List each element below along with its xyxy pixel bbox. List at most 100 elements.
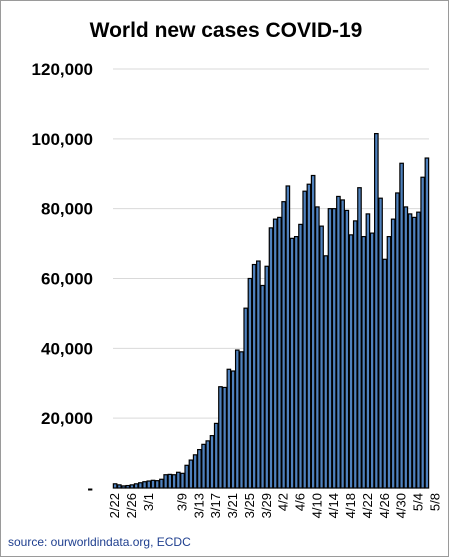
bar: [192, 454, 198, 489]
x-tick-label: 4/10: [309, 493, 324, 518]
bar: [327, 208, 333, 489]
x-tick-label: 3/1: [141, 493, 156, 511]
bar: [197, 448, 202, 489]
bar: [230, 370, 236, 489]
bar: [205, 440, 211, 489]
bar: [138, 482, 143, 489]
bar: [243, 307, 249, 489]
x-axis-ticks: 2/22 2/26 3/1 3/9 3/13 3/17 3/21 3/25 3/29 4/2 4/6…: [107, 493, 442, 518]
bar: [234, 349, 240, 489]
bar: [226, 368, 232, 489]
x-tick-label: 4/30: [394, 493, 409, 518]
y-tick-label: 40,000: [41, 339, 93, 358]
x-tick-label: 3/21: [225, 493, 240, 518]
bar: [201, 443, 206, 489]
bar: [213, 422, 219, 489]
y-tick-label: -: [87, 479, 93, 498]
x-tick-label: 4/6: [292, 493, 307, 511]
bar: [399, 162, 404, 489]
bar: [310, 174, 316, 489]
y-axis-ticks: - 20,000 40,000 60,000 80,000 100,000 120,000: [32, 60, 93, 498]
bar: [411, 216, 417, 489]
bar: [184, 464, 190, 489]
bar: [272, 218, 278, 489]
bar: [188, 459, 194, 489]
bar: [251, 263, 257, 489]
y-tick-label: 120,000: [32, 60, 93, 79]
x-tick-label: 4/26: [377, 493, 392, 518]
x-tick-label: 5/8: [427, 493, 442, 511]
bar: [306, 183, 312, 489]
bar: [352, 220, 358, 489]
source-note: source: ourworldindata.org, ECDC: [8, 535, 191, 549]
bar: [146, 480, 152, 489]
bar: [298, 223, 303, 489]
bar: [281, 201, 286, 489]
bar: [403, 206, 409, 489]
bar: [382, 258, 388, 489]
bar: [175, 471, 181, 489]
x-tick-label: 3/9: [175, 493, 190, 511]
bar: [336, 195, 341, 489]
x-tick-label: 4/2: [276, 493, 291, 511]
bar: [209, 435, 215, 489]
bar: [163, 474, 168, 489]
bars: [112, 132, 430, 489]
bar: [222, 386, 227, 489]
bar: [407, 213, 413, 489]
bar: [340, 199, 345, 489]
x-tick-label: 3/25: [242, 493, 257, 518]
x-tick-label: 4/14: [326, 493, 341, 518]
bar: [264, 265, 270, 489]
bar: [180, 472, 185, 489]
bar: [171, 474, 177, 489]
bar: [424, 157, 430, 489]
bar: [142, 481, 147, 489]
bar: [268, 227, 274, 489]
bar: [319, 225, 324, 489]
bar: [167, 473, 173, 489]
bar: [315, 206, 320, 489]
x-tick-label: 3/13: [191, 493, 206, 518]
bar: [331, 208, 337, 489]
y-tick-label: 80,000: [41, 200, 93, 219]
bar: [344, 209, 350, 489]
bar: [277, 216, 282, 489]
bar: [374, 132, 379, 489]
bar: [256, 260, 261, 489]
bar: [293, 236, 299, 489]
bar: [323, 255, 329, 489]
bar: [302, 190, 308, 489]
bar: [112, 483, 118, 489]
x-tick-label: 4/18: [343, 493, 358, 518]
x-tick-label: 3/29: [259, 493, 274, 518]
bar: [348, 234, 354, 489]
x-tick-label: 4/22: [360, 493, 375, 518]
y-tick-label: 20,000: [41, 409, 93, 428]
bar: [390, 218, 396, 489]
x-tick-label: 2/22: [107, 493, 122, 518]
x-tick-label: 3/17: [208, 493, 223, 518]
x-tick-label: 5/4: [410, 493, 425, 511]
chart-title: World new cases COVID-19: [90, 19, 363, 42]
bar: [357, 187, 362, 489]
bar: [239, 351, 244, 489]
bar: [395, 192, 400, 489]
bar: [154, 480, 160, 489]
bar: [289, 237, 295, 489]
bar: [365, 213, 371, 489]
bar: [159, 478, 164, 489]
bar: [150, 479, 156, 489]
y-tick-label: 100,000: [32, 130, 93, 149]
bar: [260, 284, 265, 489]
y-tick-label: 60,000: [41, 270, 93, 289]
bar: [378, 197, 383, 489]
bar: [416, 211, 421, 489]
bar: [285, 185, 291, 489]
bar: [386, 236, 392, 489]
bar: [247, 277, 253, 489]
bar: [420, 176, 426, 489]
x-tick-label: 2/26: [124, 493, 139, 518]
